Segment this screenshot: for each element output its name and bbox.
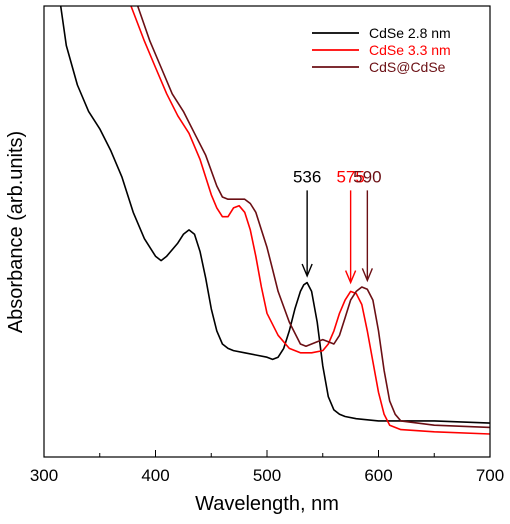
peak-label: 590	[353, 167, 381, 186]
legend-label: CdSe 3.3 nm	[369, 42, 451, 58]
x-tick-label: 700	[476, 466, 504, 485]
peak-arrow-head	[301, 263, 313, 278]
x-axis-ticks: 300 400 500 600 700	[30, 450, 504, 485]
peak-arrow-head	[361, 268, 373, 283]
plot-lines	[59, 5, 491, 435]
x-tick-label: 400	[141, 466, 169, 485]
series-line-1	[130, 5, 491, 435]
legend-label: CdSe 2.8 nm	[369, 25, 451, 41]
x-tick-label: 300	[30, 466, 58, 485]
peak-label: 536	[293, 167, 321, 186]
peak-arrow-head	[344, 270, 357, 285]
peak-label: 575	[336, 167, 364, 186]
series-line-2	[136, 5, 491, 429]
x-tick-label: 500	[253, 466, 281, 485]
y-axis-title: Absorbance (arb.units)	[5, 131, 27, 333]
series-line-0	[59, 5, 491, 424]
x-axis-title: Wavelength, nm	[195, 493, 339, 515]
legend-label: CdS@CdSe	[369, 59, 446, 75]
x-tick-label: 600	[364, 466, 392, 485]
